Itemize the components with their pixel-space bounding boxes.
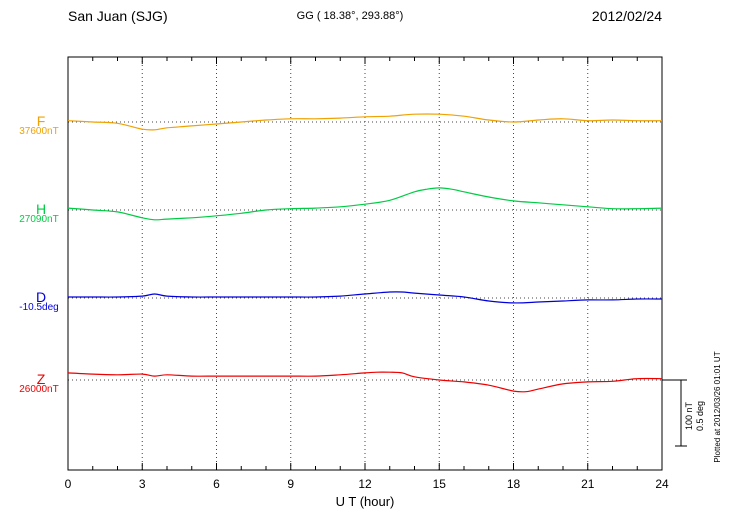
x-tick-label: 6 [213,477,220,491]
geographic-coordinates: GG ( 18.38°, 293.88°) [296,10,404,22]
x-tick-label: 18 [506,477,521,491]
station-title: San Juan (SJG) [68,8,168,24]
trace-H [67,187,663,221]
x-tick-label: 15 [432,477,446,491]
trace-label-D: D [35,289,47,305]
x-tick-label: 3 [138,477,146,491]
trace-F [67,113,663,131]
trace-D [68,291,663,304]
trace-baseline-Z: 26000nT [19,384,59,395]
trace-baseline-F: 37600nT [19,126,59,137]
trace-baseline-H: 27090nT [19,214,59,225]
x-tick-label: 9 [287,477,295,491]
trace-baseline-D: -10.5deg [19,302,59,313]
plot-date: 2012/02/24 [591,8,662,24]
x-axis-label: U T (hour) [335,494,395,509]
trace-Z [67,371,663,393]
x-tick-label: 24 [655,477,669,491]
trace-label-H: H [35,201,47,217]
x-tick-label: 0 [64,477,72,491]
trace-label-Z: Z [36,371,46,387]
x-tick-label: 21 [581,477,595,491]
trace-label-F: F [36,113,46,129]
plotted-at-note: Plotted at 2012/03/26 01:01 UT [713,351,722,463]
x-tick-label: 12 [358,477,372,491]
scalebar-deg-label: 0.5 deg [695,400,705,432]
